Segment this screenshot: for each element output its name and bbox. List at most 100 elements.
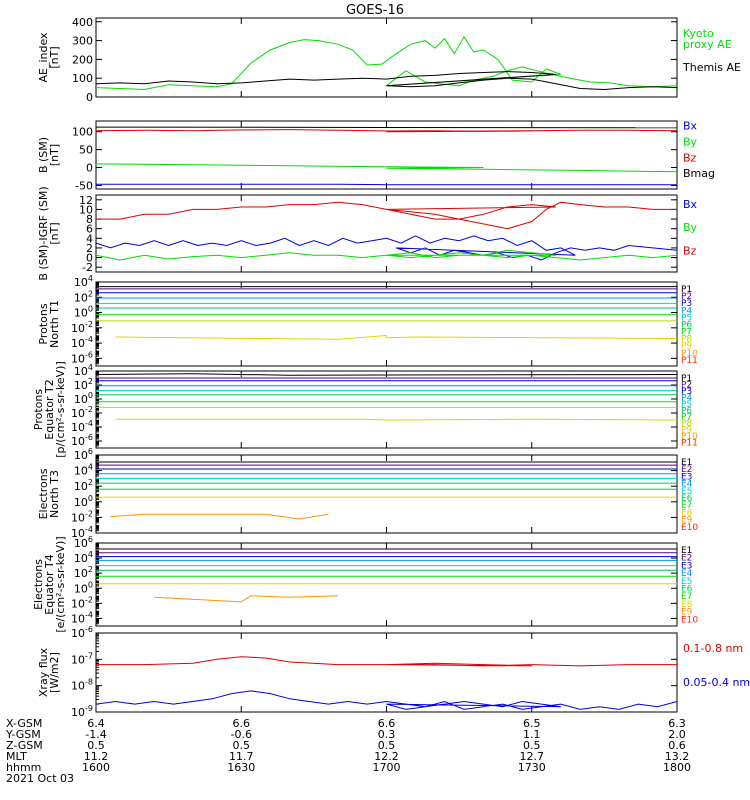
y-tick-label: 8: [86, 213, 93, 226]
y-axis-label: ProtonsNorth T1: [37, 300, 61, 348]
y-tick-label: 100: [74, 494, 93, 509]
footer-value: 6.3: [668, 717, 686, 730]
y-axis-label: B (SM)[nT]: [37, 137, 61, 173]
panel-frame: [95, 281, 678, 367]
legend-item: By: [683, 221, 698, 234]
legend-item: E4: [681, 480, 693, 490]
footer-value: 12.2: [374, 750, 399, 763]
legend-item: P6: [681, 320, 692, 330]
legend: Kyoto proxy AE Themis AE: [682, 27, 741, 74]
legend-item: Bx: [683, 198, 698, 211]
legend-item: E10: [681, 523, 698, 533]
series-line-e9: [154, 595, 339, 603]
legend-item: E5: [681, 487, 692, 497]
footer-value: 12.7: [520, 750, 545, 763]
legend-item: E6: [681, 585, 693, 595]
footer-value: 11.7: [229, 750, 254, 763]
panel-bsm: -50 0 50 100 B (SM)[nT] Bx By Bz Bmag: [37, 120, 715, 193]
y-axis-label: Xray flux[W/m2]: [37, 647, 61, 697]
series-group: [96, 373, 677, 421]
panel-ae: 0 100 200 300 400 AE_index[nT] Kyoto proxy AE Th…: [37, 16, 741, 104]
y-tick-label: 10-8: [71, 678, 93, 693]
y-tick-label: 0: [86, 162, 93, 175]
footer-value: 13.2: [665, 750, 690, 763]
legend-item: P3: [681, 299, 692, 309]
y-tick-label: 300: [72, 35, 93, 48]
series-line-p9: [115, 334, 677, 340]
footer-row-label: X-GSM: [6, 717, 42, 730]
footer-value: 1600: [82, 761, 110, 774]
legend-item: Bz: [683, 245, 697, 258]
legend-item: Bx: [683, 120, 698, 133]
series-group: [96, 548, 677, 603]
y-axis-label: ProtonsEquator T2[p/(cm²-s-sr-keV)]: [32, 361, 67, 458]
series-line-bmag: [96, 126, 677, 129]
y-tick-label: 102: [74, 377, 93, 392]
y-tick-label: 102: [74, 478, 93, 493]
series-line-p1: [96, 373, 677, 376]
y-tick-label: 10-7: [71, 651, 93, 666]
series-group: [96, 656, 677, 710]
series-group: [96, 461, 677, 520]
footer-value: 0.5: [233, 739, 251, 752]
legend-item: E7: [681, 592, 692, 602]
y-tick-label: 10-2: [71, 509, 93, 524]
series-line-bz: [96, 129, 677, 133]
y-tick-label: 100: [74, 305, 93, 320]
legend-item: 0.1-0.8 nm: [683, 642, 743, 655]
y-tick-label: 102: [74, 565, 93, 580]
legend-item: E10: [681, 615, 698, 625]
footer-value: 0.5: [87, 739, 105, 752]
legend: Bx By Bz: [683, 198, 698, 258]
legend-item: E8: [681, 600, 693, 610]
series-line-0-1-0-8-nm: [96, 656, 677, 667]
footer-value: 1700: [373, 761, 401, 774]
legend-item: P10: [681, 432, 698, 442]
series-group: [96, 201, 677, 261]
series-group: [96, 35, 677, 91]
legend-item: By: [683, 136, 698, 149]
y-tick-label: 100: [74, 391, 93, 406]
y-tick-label: 100: [72, 126, 93, 139]
series-line-by: [96, 163, 677, 174]
panel-frame: [95, 194, 678, 273]
footer-value: -1.4: [85, 728, 106, 741]
series-line-bx: [96, 235, 677, 261]
legend-item: P7: [681, 328, 692, 338]
footer-value: 6.6: [233, 717, 251, 730]
footer-value: 1630: [227, 761, 255, 774]
legend-item: P2: [681, 380, 692, 390]
legend: Bx By Bz Bmag: [683, 120, 715, 180]
panel-frame: [95, 542, 678, 627]
y-tick-label: 50: [79, 144, 93, 157]
legend-item: P1: [681, 285, 692, 295]
y-tick-label: -2: [82, 261, 93, 274]
y-tick-label: 12: [79, 194, 93, 207]
legend-item: P11: [681, 356, 698, 366]
legend-item: E3: [681, 561, 692, 571]
legend-item: Bmag: [683, 167, 715, 180]
y-tick-label: 400: [72, 16, 93, 29]
y-tick-label: 104: [74, 463, 93, 478]
legend-item: P7: [681, 413, 692, 423]
y-tick-label: 104: [74, 550, 93, 565]
legend-item: E9: [681, 608, 693, 618]
y-axis-label: ElectronsEquator T4[e/(cm²-s-sr-keV)]: [32, 536, 67, 632]
legend-item: P10: [681, 349, 698, 359]
series-line-themis-ae: [96, 71, 677, 91]
y-tick-label: 10-9: [71, 704, 93, 719]
legend-item: P3: [681, 387, 692, 397]
legend-item: P11: [681, 439, 698, 449]
legend-item: P5: [681, 313, 692, 323]
footer-value: 2.0: [668, 728, 686, 741]
legend-item: P6: [681, 406, 692, 416]
y-tick-label: 6: [86, 223, 93, 236]
legend-item: E9: [681, 516, 693, 526]
y-tick-label: -50: [75, 179, 93, 192]
footer-value: 0.5: [523, 739, 541, 752]
series-line-0-05-0-4-nm: [96, 690, 677, 710]
